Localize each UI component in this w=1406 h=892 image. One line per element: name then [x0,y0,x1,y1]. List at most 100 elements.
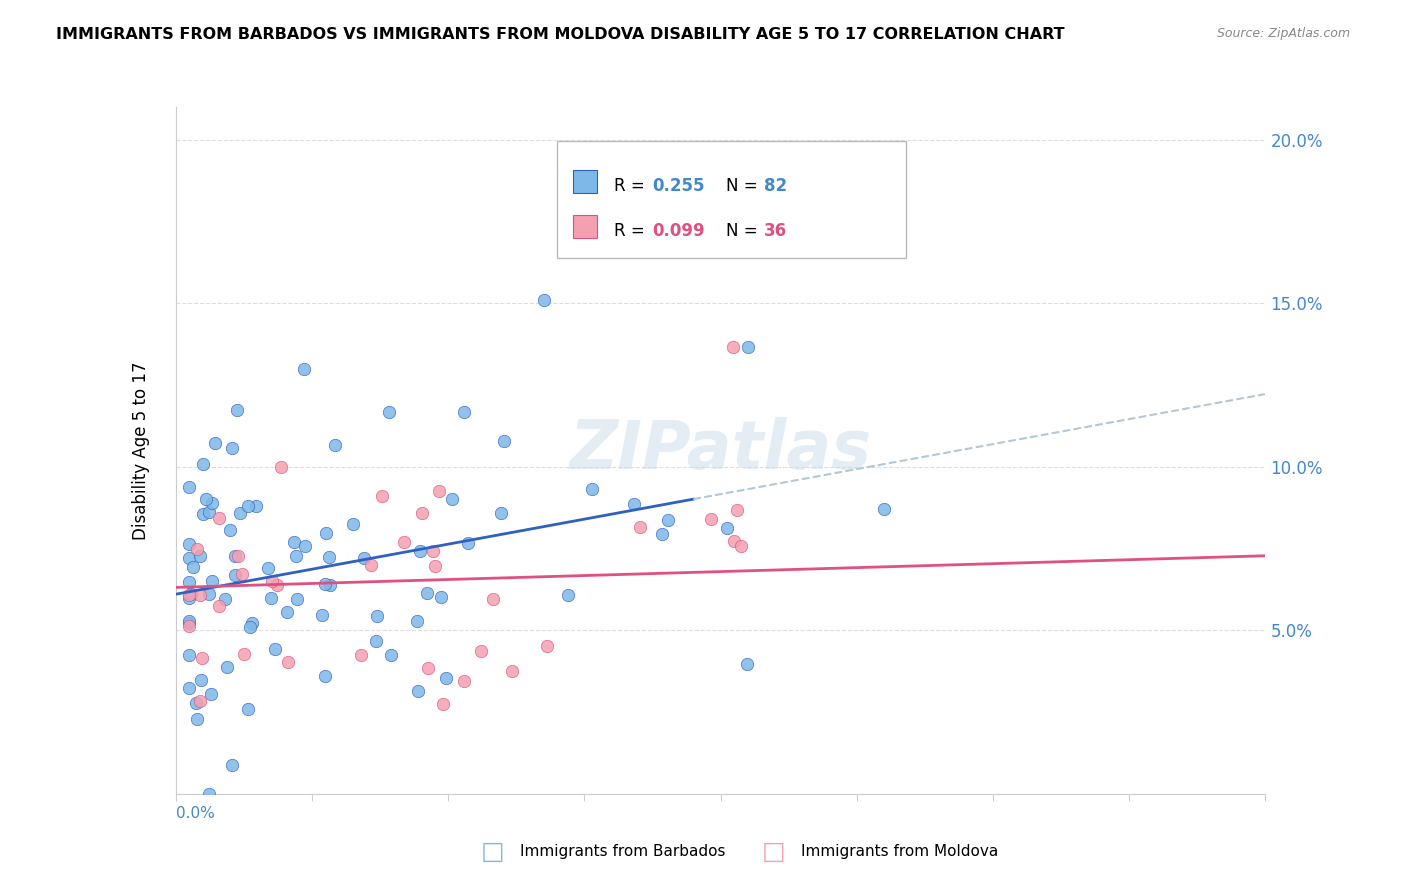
Immigrants from Barbados [188,549,211,564]
Y-axis label: Disability Age 5 to 17: Disability Age 5 to 17 [132,361,150,540]
Immigrants from Barbados [314,577,336,591]
Immigrants from Moldova [188,694,211,708]
Immigrants from Moldova [423,558,446,573]
Text: IMMIGRANTS FROM BARBADOS VS IMMIGRANTS FROM MOLDOVA DISABILITY AGE 5 TO 17 CORRE: IMMIGRANTS FROM BARBADOS VS IMMIGRANTS F… [56,27,1064,42]
Immigrants from Barbados [229,506,252,520]
Immigrants from Moldova [416,661,439,675]
Immigrants from Barbados [318,549,340,564]
Immigrants from Barbados [429,590,451,604]
Immigrants from Barbados [180,587,202,601]
Immigrants from Barbados [353,551,375,566]
Immigrants from Barbados [221,758,243,772]
Immigrants from Moldova [186,542,208,557]
Immigrants from Barbados [186,712,208,726]
Immigrants from Moldova [394,535,416,549]
Immigrants from Moldova [232,647,254,661]
Immigrants from Barbados [224,567,246,582]
Immigrants from Barbados [179,614,201,628]
Immigrants from Barbados [179,591,201,605]
Text: 82: 82 [765,177,787,195]
Immigrants from Barbados [440,492,463,507]
Immigrants from Barbados [453,405,475,419]
Immigrants from Barbados [457,536,479,550]
Immigrants from Moldova [427,484,450,499]
Immigrants from Barbados [242,616,264,631]
Immigrants from Barbados [239,620,262,634]
Immigrants from Barbados [873,502,896,516]
Immigrants from Moldova [208,511,231,525]
Immigrants from Barbados [204,436,226,450]
Immigrants from Barbados [283,534,305,549]
Immigrants from Barbados [179,575,201,590]
Text: Immigrants from Barbados: Immigrants from Barbados [520,845,725,859]
Immigrants from Moldova [501,664,523,678]
Immigrants from Moldova [725,503,748,517]
Immigrants from Moldova [262,574,284,589]
Immigrants from Barbados [342,516,364,531]
Immigrants from Barbados [651,527,673,541]
Text: □: □ [762,840,785,863]
Immigrants from Barbados [218,523,240,537]
Immigrants from Barbados [201,574,224,588]
Immigrants from Barbados [380,648,402,663]
Immigrants from Barbados [623,497,645,511]
Immigrants from Barbados [292,362,315,376]
Immigrants from Barbados [190,673,212,687]
Immigrants from Moldova [208,599,231,614]
Text: 36: 36 [765,222,787,240]
Immigrants from Barbados [217,660,239,674]
Immigrants from Moldova [470,643,492,657]
Immigrants from Barbados [366,608,388,623]
Text: R =: R = [614,177,650,195]
Immigrants from Barbados [319,578,342,592]
Text: R =: R = [614,222,650,240]
Immigrants from Barbados [179,479,201,493]
Immigrants from Barbados [198,505,221,519]
Immigrants from Barbados [198,587,221,601]
Text: Source: ZipAtlas.com: Source: ZipAtlas.com [1216,27,1350,40]
Immigrants from Barbados [315,525,337,540]
FancyBboxPatch shape [557,141,905,258]
Immigrants from Moldova [226,549,249,563]
FancyBboxPatch shape [574,215,598,237]
Immigrants from Barbados [221,441,243,455]
Immigrants from Barbados [257,561,280,575]
Immigrants from Barbados [201,496,224,510]
Immigrants from Barbados [378,405,401,419]
Immigrants from Barbados [236,702,259,716]
Immigrants from Moldova [422,543,444,558]
Immigrants from Barbados [214,592,236,607]
Immigrants from Moldova [411,506,433,520]
FancyBboxPatch shape [574,170,598,193]
Text: □: □ [481,840,503,863]
Text: N =: N = [725,222,763,240]
Text: 0.0%: 0.0% [176,806,215,822]
Immigrants from Barbados [179,648,201,663]
Immigrants from Barbados [314,669,336,683]
Immigrants from Moldova [191,650,214,665]
Immigrants from Barbados [434,671,457,685]
Immigrants from Barbados [657,513,679,527]
Immigrants from Barbados [285,591,308,606]
Immigrants from Barbados [489,506,512,520]
Immigrants from Barbados [179,615,201,630]
Immigrants from Barbados [533,293,555,308]
Immigrants from Barbados [406,684,429,698]
Immigrants from Moldova [723,340,745,354]
Immigrants from Barbados [179,551,201,566]
Immigrants from Moldova [231,567,253,582]
Immigrants from Moldova [453,673,475,688]
Immigrants from Moldova [270,459,292,474]
Immigrants from Moldova [179,618,201,632]
Immigrants from Moldova [628,519,651,533]
Immigrants from Barbados [179,681,201,696]
Immigrants from Barbados [238,499,260,513]
Immigrants from Barbados [735,657,758,671]
Immigrants from Moldova [699,511,721,525]
Immigrants from Barbados [224,549,246,563]
Immigrants from Barbados [264,642,287,657]
Immigrants from Barbados [193,458,215,472]
Immigrants from Moldova [360,558,382,572]
Immigrants from Moldova [188,588,211,602]
Immigrants from Barbados [494,434,516,449]
